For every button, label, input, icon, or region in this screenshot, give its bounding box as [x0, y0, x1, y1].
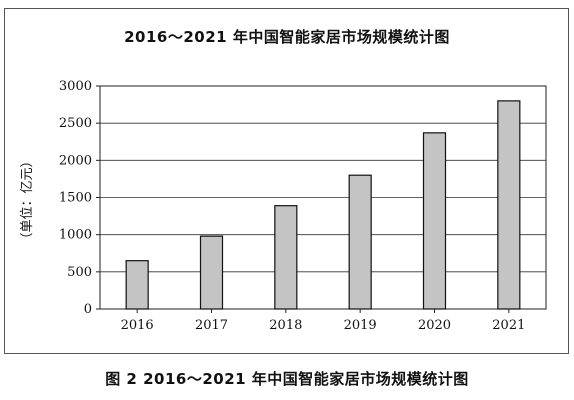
chart-title: 2016～2021 年中国智能家居市场规模统计图 — [124, 28, 450, 46]
bar — [274, 205, 298, 310]
bar — [348, 174, 372, 310]
bar — [422, 132, 447, 310]
bar — [125, 260, 149, 310]
y-tick-label: 500 — [67, 265, 92, 280]
y-tick-label: 3000 — [59, 79, 92, 94]
y-tick-label: 1500 — [59, 191, 92, 206]
x-tick-label: 2021 — [492, 318, 525, 333]
y-tick-label: 0 — [84, 302, 92, 317]
x-tick-label: 2018 — [269, 318, 302, 333]
x-tick-label: 2017 — [195, 318, 228, 333]
bar — [497, 100, 521, 310]
figure-caption: 图 2 2016～2021 年中国智能家居市场规模统计图 — [105, 370, 469, 388]
x-tick-label: 2020 — [418, 318, 451, 333]
y-tick-label: 2000 — [59, 153, 92, 168]
bar — [199, 235, 224, 310]
y-tick-label: 2500 — [59, 116, 92, 131]
x-tick-label: 2016 — [121, 318, 154, 333]
x-tick-label: 2019 — [344, 318, 377, 333]
y-tick-label: 1000 — [59, 228, 92, 243]
